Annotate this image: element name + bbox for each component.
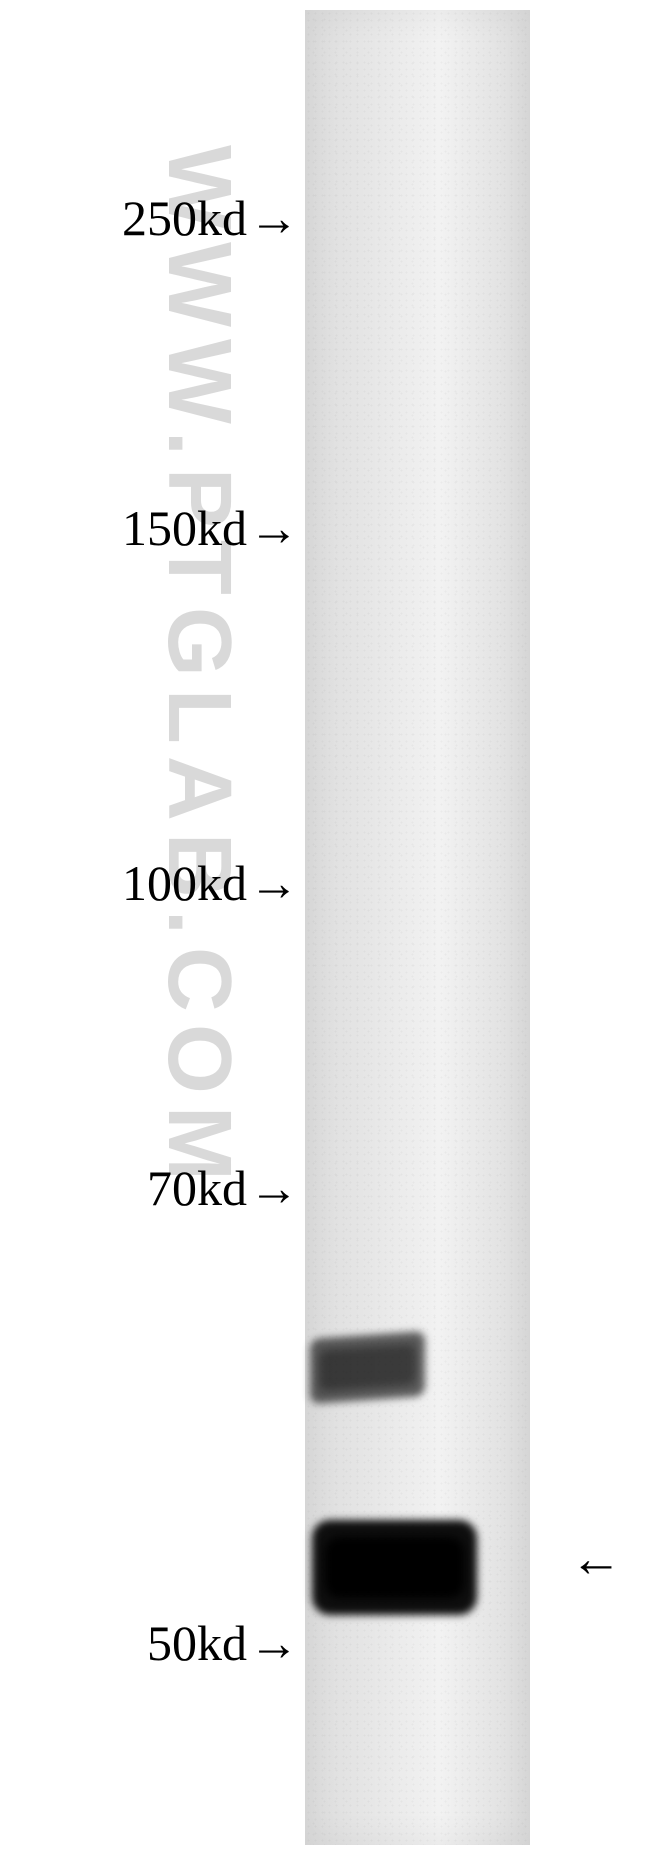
arrow-right-icon: →	[249, 499, 299, 557]
band-0	[310, 1331, 425, 1404]
arrow-right-icon: →	[249, 189, 299, 247]
mw-marker-100kd: 100kd→	[0, 854, 299, 912]
mw-marker-50kd: 50kd→	[0, 1614, 299, 1672]
mw-marker-70kd: 70kd→	[0, 1159, 299, 1217]
mw-marker-250kd: 250kd→	[0, 189, 299, 247]
mw-label: 100kd	[122, 854, 247, 912]
target-band	[312, 1520, 477, 1615]
arrow-right-icon: →	[249, 1614, 299, 1672]
mw-label: 70kd	[147, 1159, 247, 1217]
mw-label: 50kd	[147, 1614, 247, 1672]
band-core	[319, 1343, 416, 1391]
blot-figure: WWW.PTGLAB.COM 250kd→150kd→100kd→70kd→50…	[0, 0, 650, 1855]
arrow-right-icon: →	[249, 854, 299, 912]
target-band-arrow: ←	[570, 1530, 622, 1589]
mw-label: 150kd	[122, 499, 247, 557]
mw-marker-150kd: 150kd→	[0, 499, 299, 557]
mw-label: 250kd	[122, 189, 247, 247]
watermark-text: WWW.PTGLAB.COM	[147, 145, 250, 1193]
band-core	[325, 1537, 464, 1598]
arrow-right-icon: →	[249, 1159, 299, 1217]
